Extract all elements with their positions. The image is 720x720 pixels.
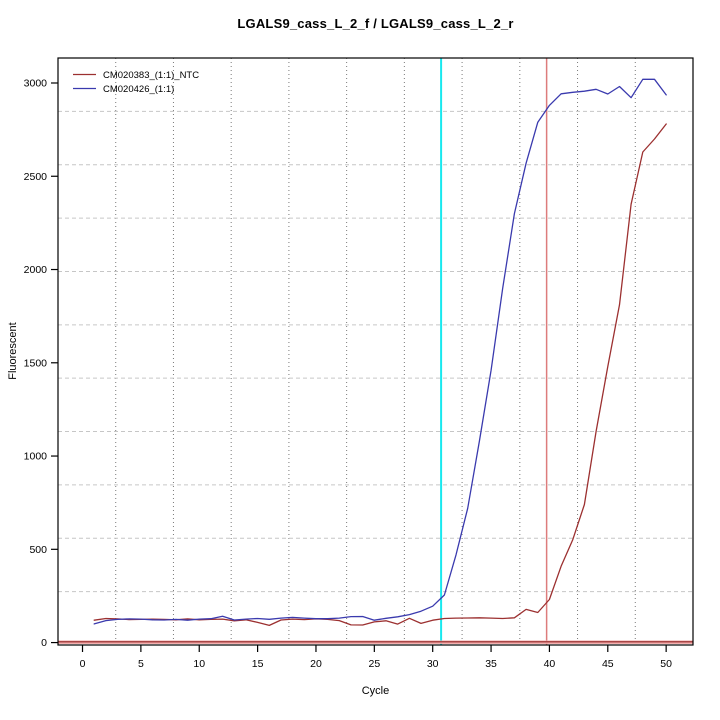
x-tick-label: 20 (310, 658, 322, 670)
x-tick-label: 25 (368, 658, 380, 670)
x-tick-label: 35 (485, 658, 497, 670)
series-line-1 (93, 78, 667, 625)
y-tick-label: 2500 (24, 171, 48, 183)
x-axis-title: Cycle (361, 685, 390, 697)
y-tick-label: 0 (41, 637, 47, 649)
y-tick-label: 500 (29, 544, 47, 556)
x-tick-label: 45 (602, 658, 614, 670)
x-tick-label: 5 (138, 658, 144, 670)
plot-box (57, 57, 694, 646)
x-tick-label: 10 (193, 658, 205, 670)
y-tick-label: 1500 (24, 357, 48, 369)
chart-title: LGALS9_cass_L_2_f / LGALS9_cass_L_2_r (237, 16, 514, 31)
x-tick-label: 40 (544, 658, 556, 670)
x-tick-label: 0 (80, 658, 86, 670)
y-tick-label: 3000 (24, 77, 48, 89)
y-tick-label: 2000 (24, 264, 48, 276)
legend-label-1: CM020426_(1:1) (103, 84, 174, 95)
y-tick-label: 1000 (24, 451, 48, 463)
x-tick-label: 30 (427, 658, 439, 670)
x-tick-label: 50 (660, 658, 672, 670)
x-tick-label: 15 (252, 658, 264, 670)
series-line-0 (93, 123, 667, 627)
legend-label-0: CM020383_(1:1)_NTC (103, 70, 199, 81)
